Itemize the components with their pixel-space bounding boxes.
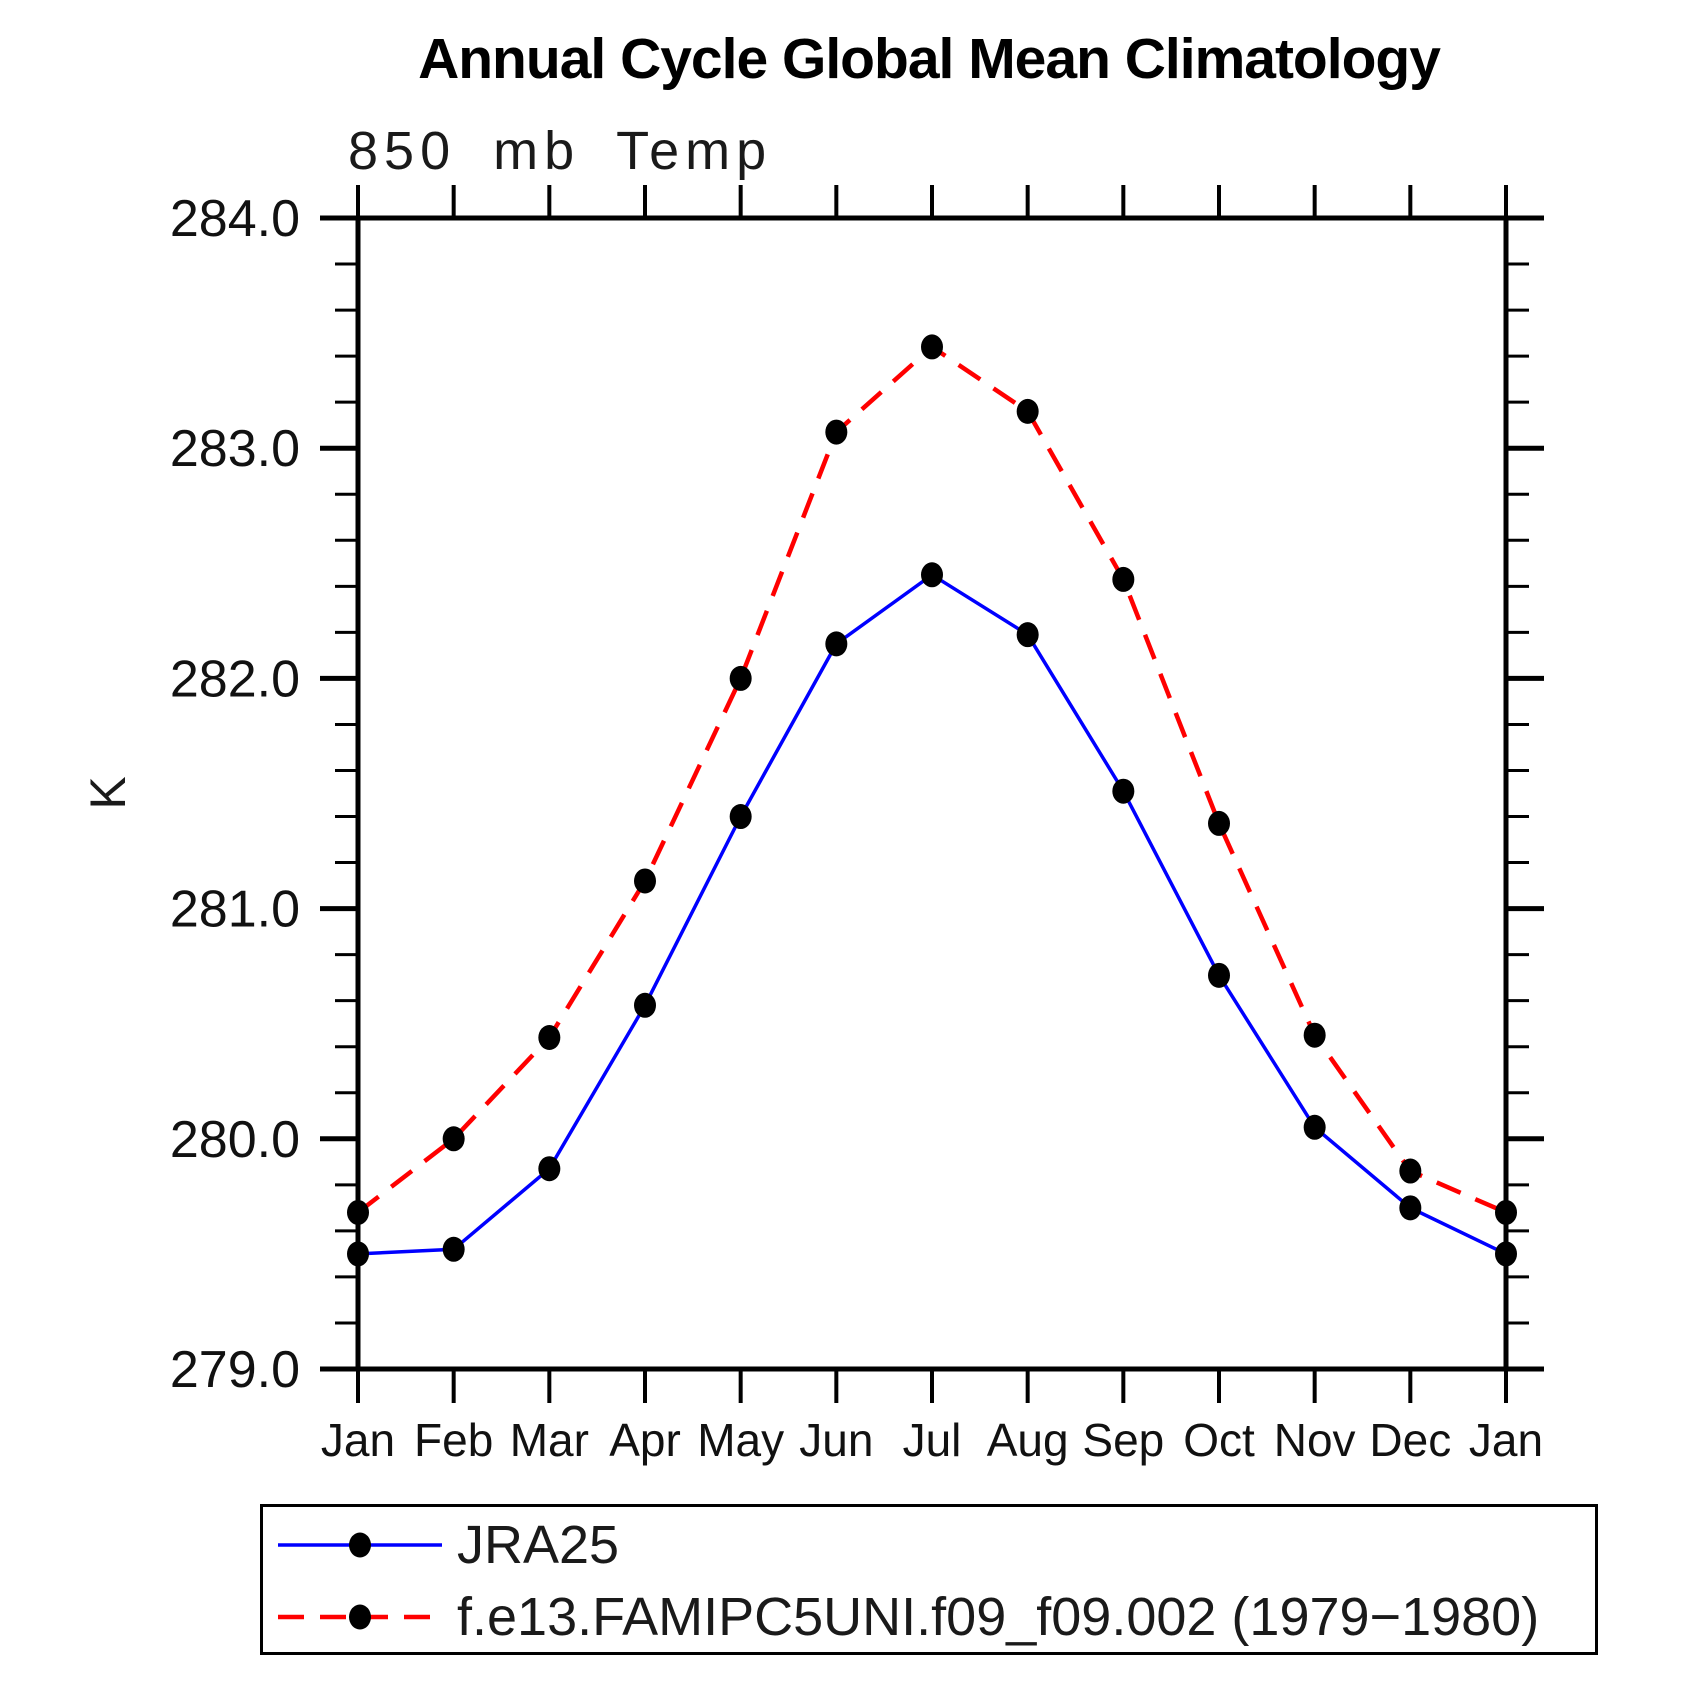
data-point-marker bbox=[1208, 810, 1230, 836]
y-tick-label: 281.0 bbox=[170, 881, 300, 939]
x-tick-label: Jan bbox=[1469, 1414, 1543, 1466]
data-point-marker bbox=[347, 1199, 369, 1225]
x-tick-label: Mar bbox=[510, 1414, 589, 1466]
legend-marker-dot bbox=[349, 1604, 371, 1630]
series-line bbox=[356, 344, 1507, 1215]
series-line bbox=[357, 572, 1507, 1256]
legend-box: JRA25 f.e13.FAMIPC5UNI.f09_f09.002 (1979… bbox=[260, 1504, 1598, 1655]
data-point-marker bbox=[1016, 622, 1039, 648]
data-point-marker bbox=[1303, 1022, 1326, 1048]
data-point-marker bbox=[921, 334, 943, 360]
data-point-marker bbox=[825, 631, 848, 657]
x-tick-label: Oct bbox=[1183, 1414, 1255, 1466]
data-point-marker bbox=[1208, 962, 1230, 988]
data-point-marker bbox=[1016, 398, 1039, 424]
x-tick-label: Dec bbox=[1369, 1414, 1451, 1466]
data-point-marker bbox=[1495, 1241, 1517, 1267]
data-point-marker bbox=[634, 992, 656, 1018]
chart-subtitle: 850 mb Temp bbox=[348, 121, 773, 181]
legend-sample-solid-line bbox=[278, 1532, 442, 1558]
data-point-marker bbox=[538, 1025, 561, 1051]
x-tick-label: Sep bbox=[1082, 1414, 1164, 1466]
y-tick-label: 279.0 bbox=[170, 1341, 300, 1399]
y-tick-label: 282.0 bbox=[170, 650, 300, 708]
data-point-marker bbox=[825, 419, 848, 445]
chart-title: Annual Cycle Global Mean Climatology bbox=[418, 27, 1441, 91]
x-tick-label: Apr bbox=[609, 1414, 681, 1466]
data-point-marker bbox=[729, 665, 752, 691]
x-tick-label: Jul bbox=[903, 1414, 962, 1466]
legend-label: JRA25 bbox=[457, 1515, 620, 1575]
data-point-marker bbox=[1303, 1114, 1326, 1140]
data-point-marker bbox=[1112, 566, 1135, 592]
x-tick-label: Nov bbox=[1274, 1414, 1356, 1466]
x-tick-label: Feb bbox=[414, 1414, 493, 1466]
data-point-marker bbox=[538, 1156, 561, 1182]
x-tick-label: Jan bbox=[321, 1414, 395, 1466]
data-point-marker bbox=[442, 1236, 465, 1262]
legend-sample-dashed-line bbox=[278, 1604, 442, 1630]
data-point-marker bbox=[1112, 778, 1135, 804]
y-tick-label: 280.0 bbox=[170, 1111, 300, 1169]
data-point-marker bbox=[347, 1241, 369, 1267]
data-point-marker bbox=[1495, 1199, 1517, 1225]
data-point-marker bbox=[634, 868, 656, 894]
data-point-marker bbox=[729, 804, 752, 830]
legend-marker-dot bbox=[349, 1532, 371, 1558]
legend-item-jra25: JRA25 bbox=[270, 1518, 619, 1572]
data-point-marker bbox=[442, 1126, 465, 1152]
legend-label: f.e13.FAMIPC5UNI.f09_f09.002 (1979−1980) bbox=[457, 1587, 1540, 1647]
y-tick-label: 283.0 bbox=[170, 420, 300, 478]
legend-item-model: f.e13.FAMIPC5UNI.f09_f09.002 (1979−1980) bbox=[270, 1590, 1539, 1644]
data-point-marker bbox=[1399, 1195, 1422, 1221]
x-tick-label: Jun bbox=[799, 1414, 873, 1466]
x-tick-label: Aug bbox=[987, 1414, 1069, 1466]
x-tick-label: May bbox=[697, 1414, 784, 1466]
plot-frame bbox=[355, 215, 1509, 1372]
data-point-marker bbox=[1399, 1158, 1422, 1184]
data-point-marker bbox=[921, 562, 943, 588]
y-tick-label: 284.0 bbox=[170, 190, 300, 248]
